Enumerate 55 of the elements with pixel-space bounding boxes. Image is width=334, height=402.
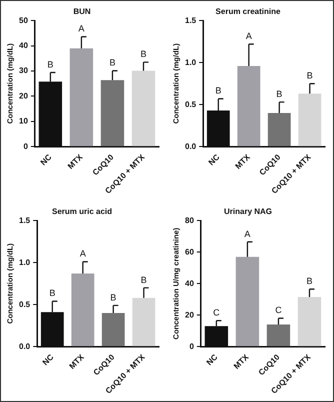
y-tick-label: 20 <box>184 310 194 320</box>
annotation: B <box>276 89 282 100</box>
chart-title: BUN <box>73 7 91 16</box>
annotation: C <box>213 308 220 318</box>
annotation: B <box>49 288 56 298</box>
annotation: A <box>246 31 252 42</box>
y-tick-label: 1.5 <box>18 216 31 225</box>
bar <box>266 324 290 346</box>
y-tick-label: 0.5 <box>18 300 31 309</box>
y-tick-label: 0 <box>23 142 28 151</box>
bar <box>132 70 156 146</box>
annotation: B <box>215 86 222 96</box>
bar <box>100 80 124 146</box>
y-tick-label: 0.0 <box>18 342 31 351</box>
y-tick-label: 80 <box>184 216 194 225</box>
x-tick-label: NC <box>40 352 56 368</box>
bar <box>102 312 125 346</box>
annotation: B <box>306 70 313 81</box>
y-tick-label: 60 <box>184 247 194 256</box>
bar <box>236 256 260 346</box>
annotation: B <box>306 276 312 286</box>
annotation: A <box>78 24 84 34</box>
y-tick-label: 30 <box>18 66 28 76</box>
annotation: B <box>140 49 146 60</box>
annotation: C <box>275 305 282 316</box>
chart-title: Serum uric acid <box>52 207 112 216</box>
annotation: A <box>80 248 86 259</box>
bar <box>237 66 260 146</box>
annotation: B <box>110 292 116 302</box>
annotation: B <box>140 274 147 285</box>
bar <box>132 298 156 346</box>
y-tick-label: 0.0 <box>184 142 197 151</box>
y-tick-label: 1.5 <box>184 16 197 25</box>
annotation: B <box>109 58 116 68</box>
x-tick-label: NC <box>204 352 220 368</box>
annotation: B <box>47 59 54 70</box>
bar <box>70 48 94 146</box>
x-tick-label: NC <box>206 152 222 168</box>
y-tick-label: 40 <box>18 41 28 50</box>
bar <box>298 94 322 146</box>
bar <box>71 274 94 346</box>
y-tick-label: 50 <box>18 16 28 25</box>
y-tick-label: 0.5 <box>184 100 197 109</box>
chart-title: Serum creatinine <box>216 7 282 16</box>
bar <box>268 112 291 146</box>
y-tick-label: 40 <box>184 278 194 288</box>
y-tick-label: 1.0 <box>184 58 197 67</box>
y-tick-label: 20 <box>18 91 28 100</box>
annotation: A <box>244 228 250 239</box>
y-tick-label: 1.0 <box>18 258 31 267</box>
chart-title: Urinary NAG <box>224 207 272 216</box>
bar <box>298 296 322 346</box>
y-tick-label: 10 <box>18 116 28 126</box>
y-tick-label: 0 <box>189 342 194 351</box>
x-tick-label: NC <box>38 152 54 168</box>
